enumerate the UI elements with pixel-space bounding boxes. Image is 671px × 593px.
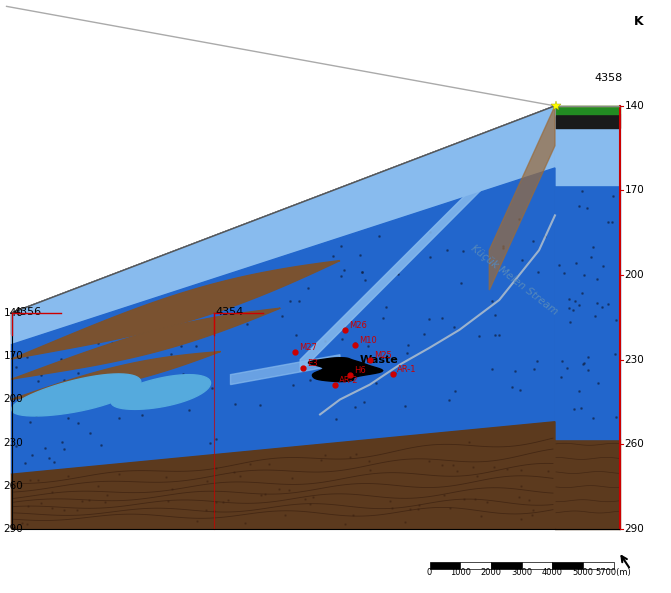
Polygon shape: [300, 106, 555, 372]
Text: AR-2: AR-2: [339, 375, 358, 385]
Polygon shape: [555, 114, 619, 129]
Text: 3000: 3000: [511, 568, 532, 576]
Polygon shape: [111, 375, 211, 409]
Polygon shape: [11, 308, 280, 379]
Polygon shape: [429, 562, 460, 569]
Polygon shape: [231, 355, 340, 385]
Text: 140: 140: [3, 308, 23, 318]
Polygon shape: [11, 106, 555, 345]
Text: K: K: [633, 15, 643, 28]
Text: 170: 170: [625, 186, 644, 196]
Text: 2000: 2000: [480, 568, 501, 576]
Polygon shape: [460, 562, 491, 569]
Polygon shape: [491, 562, 521, 569]
Polygon shape: [11, 168, 555, 474]
Polygon shape: [583, 562, 614, 569]
Text: 230: 230: [625, 355, 644, 365]
Polygon shape: [555, 129, 619, 185]
Polygon shape: [555, 439, 619, 529]
Text: 0: 0: [427, 568, 432, 576]
Text: 230: 230: [3, 438, 23, 448]
Text: 260: 260: [3, 481, 23, 491]
Text: 4358: 4358: [595, 73, 623, 83]
Polygon shape: [11, 352, 221, 399]
Text: AR-1: AR-1: [397, 365, 416, 374]
Text: 290: 290: [625, 524, 644, 534]
Text: M26: M26: [349, 321, 367, 330]
Polygon shape: [489, 106, 555, 290]
Polygon shape: [309, 358, 382, 382]
Text: 260: 260: [625, 439, 644, 449]
Text: M27: M27: [299, 343, 317, 352]
Text: 1000: 1000: [450, 568, 471, 576]
Polygon shape: [555, 185, 619, 439]
Text: 290: 290: [3, 524, 23, 534]
Text: M25: M25: [374, 350, 392, 360]
Polygon shape: [555, 106, 619, 114]
Polygon shape: [11, 374, 141, 416]
Polygon shape: [552, 562, 583, 569]
Text: 4356: 4356: [13, 307, 42, 317]
Polygon shape: [521, 562, 552, 569]
Text: 5000: 5000: [572, 568, 594, 576]
Text: 4000: 4000: [541, 568, 563, 576]
Polygon shape: [11, 260, 340, 359]
Polygon shape: [11, 106, 555, 529]
Text: Küçük Melen Stream: Küçük Melen Stream: [470, 243, 560, 317]
Text: E3: E3: [307, 359, 318, 368]
Text: M10: M10: [359, 336, 376, 345]
Text: Waste: Waste: [360, 355, 399, 365]
Text: 5700(m): 5700(m): [596, 568, 631, 576]
Text: 4354: 4354: [215, 307, 244, 317]
Polygon shape: [11, 106, 555, 334]
Text: H6: H6: [354, 366, 366, 375]
Text: 200: 200: [3, 394, 23, 404]
Polygon shape: [11, 422, 555, 529]
Text: 170: 170: [3, 351, 23, 361]
Text: 200: 200: [625, 270, 644, 280]
Text: 140: 140: [625, 101, 644, 111]
